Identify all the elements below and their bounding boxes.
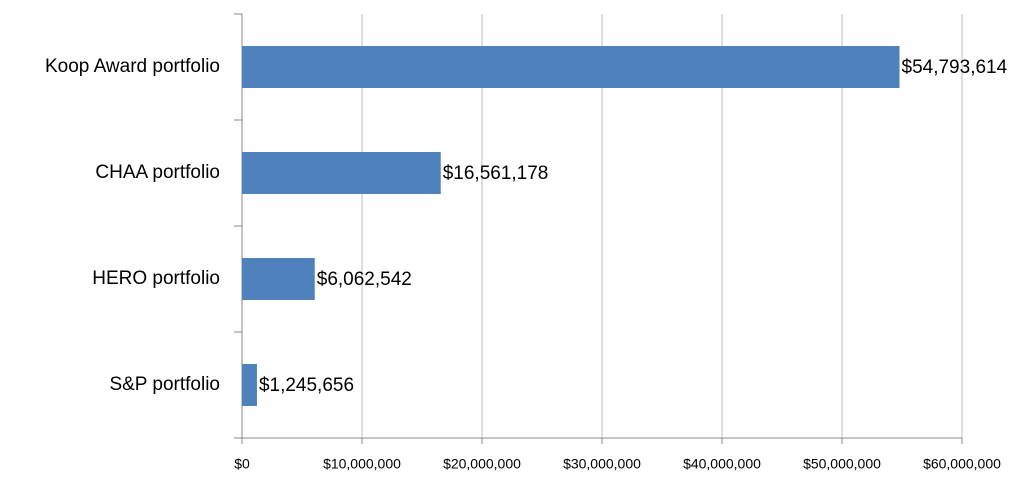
value-label: $6,062,542 <box>317 269 412 290</box>
value-label: $54,793,614 <box>902 57 1008 78</box>
bar <box>242 258 315 300</box>
x-tick-label: $40,000,000 <box>683 456 761 472</box>
x-tick-label: $60,000,000 <box>923 456 1001 472</box>
y-tick-label: CHAA portfolio <box>95 162 220 183</box>
x-tick-label: $50,000,000 <box>803 456 881 472</box>
bar <box>242 152 441 194</box>
bar <box>242 364 257 406</box>
bar <box>242 46 900 88</box>
value-label: $1,245,656 <box>259 375 354 396</box>
x-tick-label: $20,000,000 <box>443 456 521 472</box>
y-tick-label: Koop Award portfolio <box>45 56 220 77</box>
value-label: $16,561,178 <box>443 163 549 184</box>
x-tick-label: $10,000,000 <box>323 456 401 472</box>
y-tick-label: HERO portfolio <box>92 268 220 289</box>
y-tick-label: S&P portfolio <box>109 374 220 395</box>
x-tick-label: $0 <box>234 456 250 472</box>
x-tick-label: $30,000,000 <box>563 456 641 472</box>
